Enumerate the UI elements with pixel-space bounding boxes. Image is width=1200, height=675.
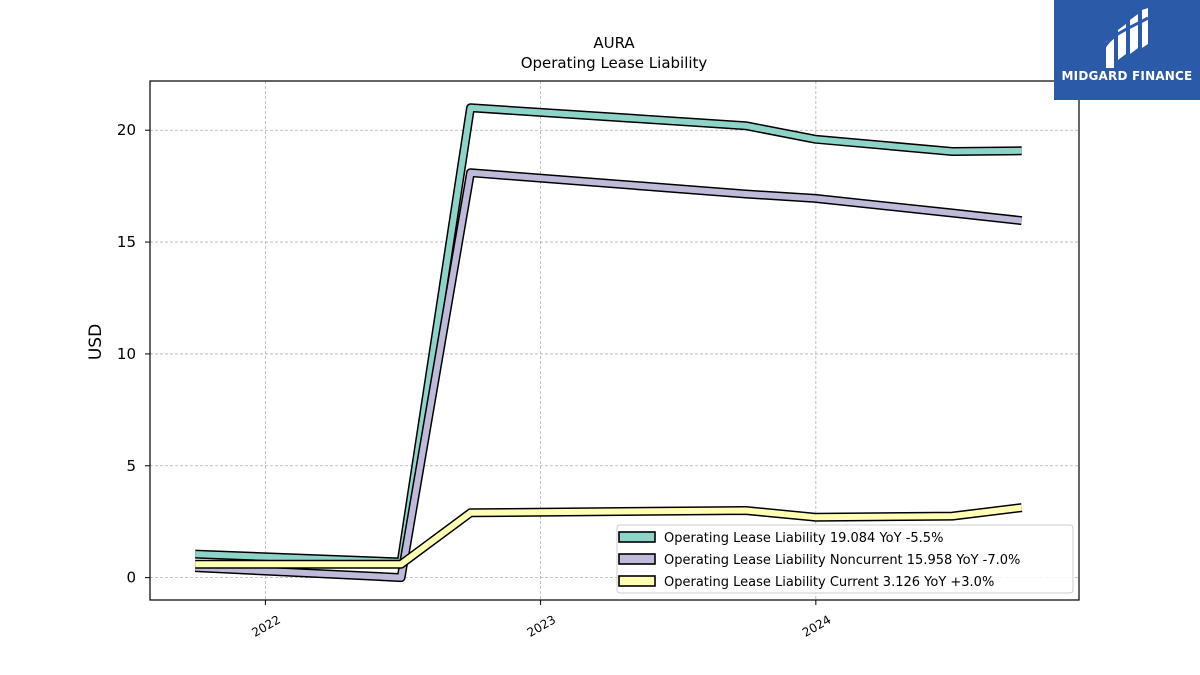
chart-title: AURA xyxy=(593,34,635,52)
legend: Operating Lease Liability 19.084 YoY -5.… xyxy=(616,524,1074,594)
y-tick-label: 5 xyxy=(126,457,136,475)
plot-frame xyxy=(149,80,1080,601)
legend-label: Operating Lease Liability Current 3.126 … xyxy=(664,575,994,590)
series-line xyxy=(195,104,1022,565)
grid xyxy=(150,81,1079,600)
legend-label: Operating Lease Liability Noncurrent 15.… xyxy=(664,553,1020,568)
legend-box xyxy=(616,524,1074,594)
y-tick-label: 20 xyxy=(117,121,136,139)
logo-text: MIDGARD FINANCE xyxy=(1061,69,1193,83)
chart-subtitle: Operating Lease Liability xyxy=(521,54,708,72)
y-axis-label: USD xyxy=(86,324,106,360)
series-line xyxy=(195,169,1023,581)
logo: MIDGARD FINANCE xyxy=(1054,0,1200,100)
y-tick-label: 0 xyxy=(126,569,136,587)
y-tick-label: 15 xyxy=(117,233,136,251)
legend-swatch xyxy=(618,531,656,543)
series-line xyxy=(195,504,1023,568)
y-tick-label: 10 xyxy=(117,345,136,363)
x-tick-label: 2022 xyxy=(249,612,282,639)
legend-label: Operating Lease Liability 19.084 YoY -5.… xyxy=(664,531,943,546)
x-tick-label: 2023 xyxy=(525,612,558,639)
series-line-outline xyxy=(195,103,1022,567)
x-tick-label: 2024 xyxy=(800,612,833,639)
series-layer xyxy=(194,103,1023,583)
legend-swatch xyxy=(618,553,656,565)
midgard-logo-icon xyxy=(1102,8,1149,68)
legend-swatch xyxy=(618,575,656,587)
